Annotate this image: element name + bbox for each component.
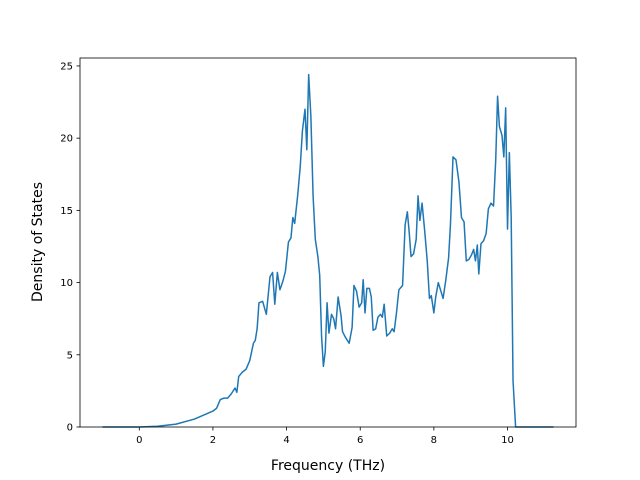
x-tick-label: 4 xyxy=(283,435,289,446)
x-tick-label: 2 xyxy=(210,435,216,446)
x-tick-label: 0 xyxy=(136,435,142,446)
y-tick-label: 25 xyxy=(60,61,73,72)
y-axis-label: Density of States xyxy=(30,182,46,302)
y-tick-label: 15 xyxy=(60,206,73,217)
plot-frame xyxy=(79,57,577,428)
y-tick-label: 10 xyxy=(60,278,73,289)
y-tick-label: 20 xyxy=(60,134,73,145)
x-axis-label: Frequency (THz) xyxy=(271,458,385,474)
y-tick-label: 5 xyxy=(67,350,73,361)
x-tick-label: 6 xyxy=(357,435,363,446)
line xyxy=(102,73,554,428)
y-tick-label: 0 xyxy=(67,423,73,434)
x-tick-label: 10 xyxy=(501,435,514,446)
x-tick-label: 8 xyxy=(431,435,437,446)
